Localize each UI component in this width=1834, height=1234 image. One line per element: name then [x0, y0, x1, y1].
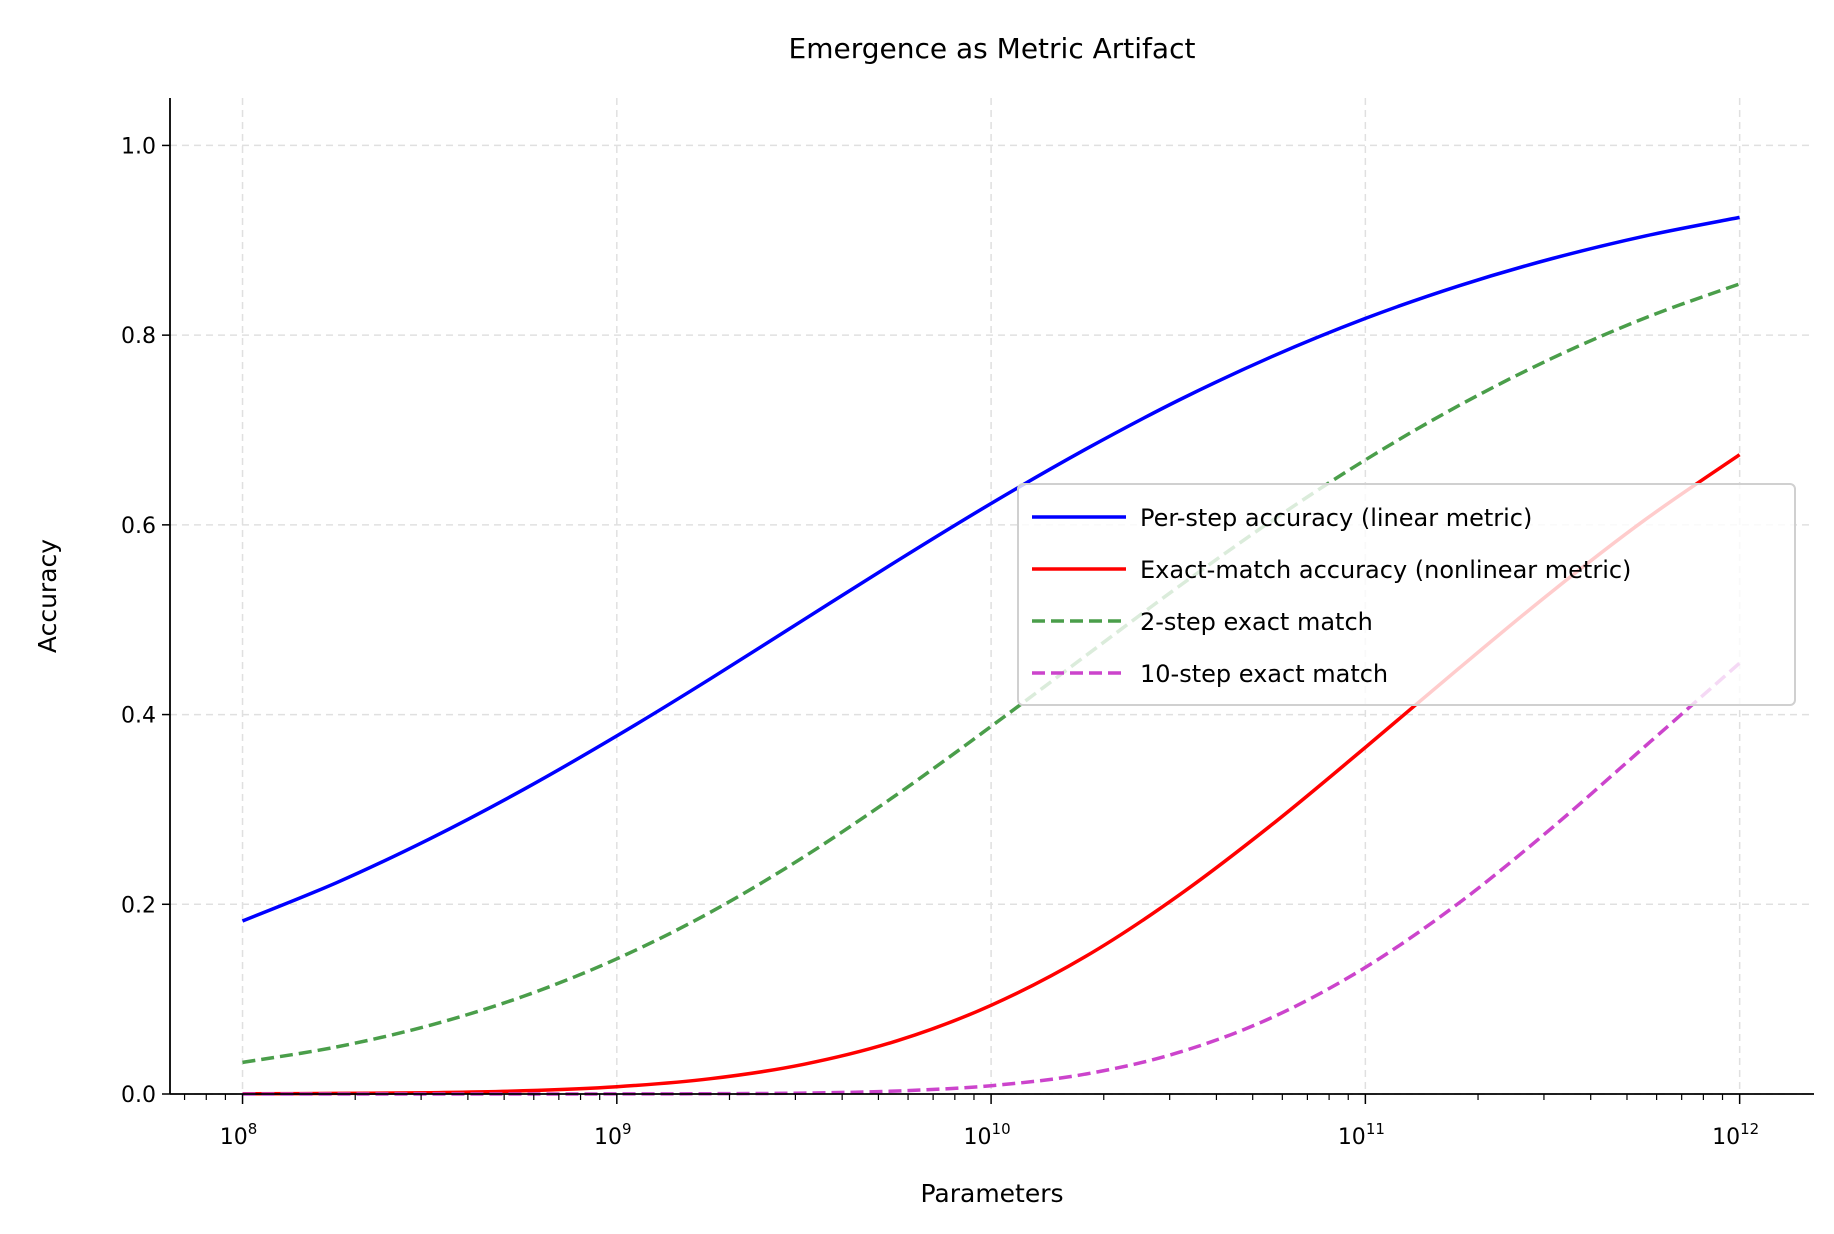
series-line-3: [242, 661, 1741, 1096]
x-tick-label: 1012: [1712, 1120, 1759, 1150]
x-tick-base: 10: [1712, 1125, 1740, 1150]
x-tick-base: 10: [1338, 1125, 1366, 1150]
series-line-2: [242, 282, 1741, 1065]
y-tick-label: 0.8: [121, 324, 156, 349]
y-axis-label: Accuracy: [33, 539, 62, 653]
y-tick-label: 0.0: [121, 1083, 156, 1108]
legend-label: Per-step accuracy (linear metric): [1140, 504, 1532, 532]
legend-label: 2-step exact match: [1140, 608, 1373, 636]
x-tick-base: 10: [964, 1125, 992, 1150]
x-tick-label: 108: [220, 1120, 258, 1150]
x-tick-exponent: 8: [248, 1120, 258, 1138]
x-tick-label: 109: [594, 1120, 632, 1150]
x-tick-label: 1011: [1338, 1120, 1385, 1150]
y-tick-label: 0.2: [121, 893, 156, 918]
legend-label: 10-step exact match: [1140, 660, 1388, 688]
x-tick-base: 10: [220, 1125, 248, 1150]
y-tick-label: 1.0: [121, 134, 156, 159]
legend-label: Exact-match accuracy (nonlinear metric): [1140, 556, 1631, 584]
chart-title: Emergence as Metric Artifact: [789, 32, 1196, 65]
y-tick-label: 0.6: [121, 514, 156, 539]
series-line-0: [241, 215, 1740, 923]
x-tick-label: 1010: [964, 1120, 1011, 1150]
y-tick-label: 0.4: [121, 704, 156, 729]
x-tick-exponent: 12: [1740, 1120, 1759, 1138]
x-tick-base: 10: [594, 1125, 622, 1150]
x-axis-label: Parameters: [920, 1179, 1063, 1208]
legend: Per-step accuracy (linear metric) Exact-m…: [1017, 483, 1796, 706]
x-tick-exponent: 9: [622, 1120, 632, 1138]
legend-box: [1017, 483, 1796, 706]
x-tick-exponent: 10: [992, 1120, 1011, 1138]
x-tick-exponent: 11: [1366, 1120, 1385, 1138]
